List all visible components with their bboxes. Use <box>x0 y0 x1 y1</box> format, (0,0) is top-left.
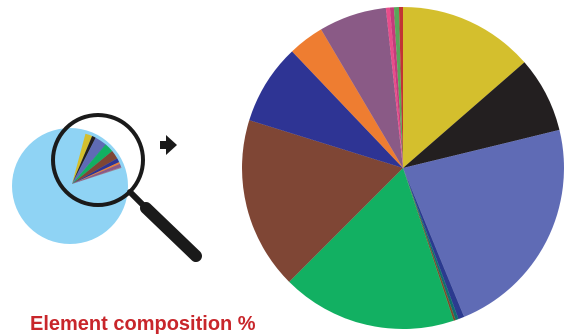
pie-slice-1 <box>403 7 525 168</box>
pie-slice-3 <box>403 129 564 317</box>
magnifier-lens <box>51 113 145 207</box>
overview-slice-13 <box>72 167 122 184</box>
overview-slice-12 <box>72 167 122 184</box>
arrow-right-icon <box>160 135 177 155</box>
pie-slice-4 <box>403 168 465 320</box>
pie-slice-12 <box>385 7 403 168</box>
pie-slice-2 <box>403 62 560 169</box>
chart-title: Element composition % <box>30 313 256 335</box>
arrow-head <box>166 135 177 155</box>
magnifying-glass-icon <box>51 113 202 262</box>
overview-slice-10 <box>72 162 120 184</box>
magnifier-handle <box>140 202 202 262</box>
overview-slice-7 <box>72 144 113 184</box>
element-composition-pie <box>242 7 564 329</box>
overview-slice-8 <box>72 151 118 184</box>
overview-slice-5 <box>72 144 106 184</box>
arrow-tail <box>160 141 167 149</box>
pie-slice-9 <box>249 51 403 169</box>
pie-slice-8 <box>242 120 403 282</box>
overview-slice-15 <box>72 167 122 184</box>
overview-slice-1 <box>72 133 93 184</box>
overview-pie-base <box>12 128 128 244</box>
overview-slice-11 <box>72 163 122 184</box>
overview-slice-4 <box>72 144 106 184</box>
pie-slice-15 <box>398 7 403 168</box>
overview-slice-9 <box>72 158 120 184</box>
overview-pie-small-slices <box>72 133 122 184</box>
pie-slice-7 <box>289 168 454 329</box>
overview-slice-6 <box>72 144 106 184</box>
pie-slice-6 <box>403 168 456 321</box>
overview-slice-14 <box>72 167 122 184</box>
pie-slice-14 <box>393 7 403 169</box>
overview-slice-2 <box>72 136 96 184</box>
pie-slice-5 <box>403 168 459 321</box>
pie-slice-10 <box>292 29 403 169</box>
overview-pie <box>12 128 128 244</box>
pie-slice-13 <box>389 7 403 168</box>
overview-slice-3 <box>72 137 106 184</box>
pie-slice-11 <box>321 7 403 169</box>
